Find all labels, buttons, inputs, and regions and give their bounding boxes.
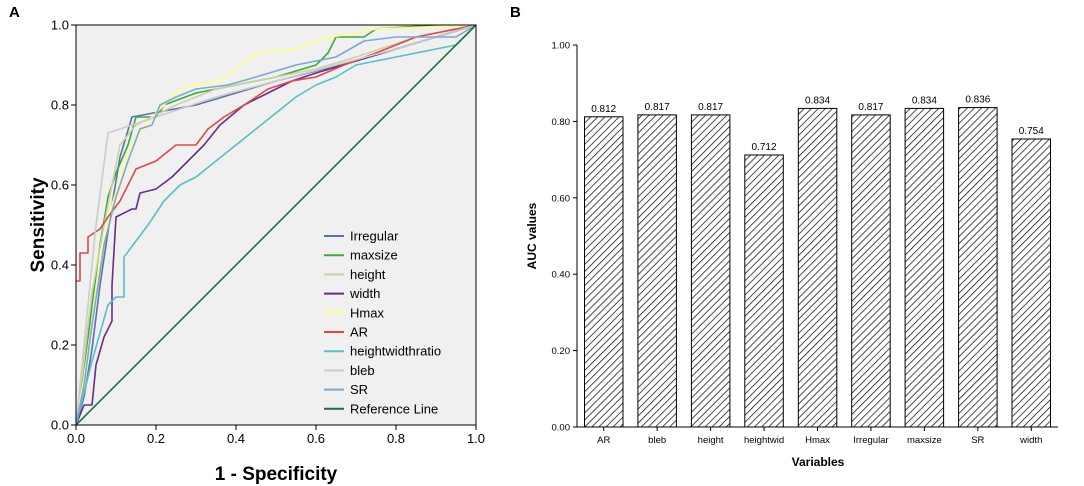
- auc-bar-height: [690, 114, 731, 428]
- auc-x-tick-label-bleb: bleb: [648, 435, 666, 446]
- auc-value-label-bleb: 0.817: [645, 102, 670, 113]
- roc-curve-hmax: [76, 25, 476, 425]
- roc-y-tick-label: 1.0: [51, 18, 69, 33]
- legend-label-width: width: [349, 286, 380, 301]
- auc-x-ticks: AR bleb height heightwid Hmax Irregular maxsiz…: [597, 427, 1042, 446]
- roc-curve-width: [76, 25, 476, 425]
- auc-y-tick-label: 0.00: [552, 423, 571, 434]
- roc-curve-ar: [76, 25, 476, 282]
- auc-x-axis-title: Variables: [792, 455, 845, 469]
- roc-y-tick-label: 0.4: [51, 258, 69, 273]
- roc-y-tick-label: 0.6: [51, 178, 69, 193]
- roc-legend: Irregular maxsize height width Hmax AR heightw…: [324, 229, 441, 416]
- auc-value-label-ar: 0.812: [591, 104, 616, 115]
- auc-bars: 0.812 0.817 0.817 0.712 0.834 0.817 0.834 0.836…: [584, 95, 1051, 428]
- roc-x-tick-label: 0.6: [307, 431, 325, 446]
- auc-value-label-width: 0.754: [1019, 126, 1044, 137]
- auc-x-tick-label-irregular: Irregular: [853, 435, 888, 446]
- auc-y-axis-title: AUC values: [525, 202, 539, 269]
- legend-label-bleb: bleb: [350, 363, 375, 378]
- auc-bar-ar: [584, 116, 624, 428]
- auc-value-label-maxsize: 0.834: [912, 95, 937, 106]
- auc-x-tick-label-width: width: [1019, 435, 1042, 446]
- roc-x-tick-label: 0.8: [387, 431, 405, 446]
- legend-label-height: height: [350, 267, 386, 282]
- roc-y-ticks: 0.0 0.2 0.4 0.6 0.8 1.0: [51, 18, 76, 433]
- auc-value-label-height: 0.817: [698, 102, 723, 113]
- auc-x-tick-label-hmax: Hmax: [805, 435, 830, 446]
- roc-y-axis-title: Sensitivity: [28, 177, 49, 272]
- auc-x-tick-label-sr: SR: [971, 435, 984, 446]
- auc-y-tick-label: 0.80: [552, 117, 571, 128]
- roc-x-tick-label: 0.0: [67, 431, 85, 446]
- roc-chart: 0.0 0.2 0.4 0.6 0.8 1.0 0.0 0.2 0.4 0.6 0.8 1.0 1 …: [28, 18, 485, 486]
- roc-curve-reference-line: [76, 25, 476, 425]
- auc-bar-bleb: [637, 114, 677, 428]
- auc-bar-heightwid: [744, 154, 784, 428]
- legend-label-heightwidthratio: heightwidthratio: [350, 344, 441, 359]
- auc-bar-maxsize: [904, 107, 945, 428]
- auc-y-tick-label: 0.40: [552, 270, 571, 281]
- auc-x-tick-label-ar: AR: [597, 435, 610, 446]
- roc-x-ticks: 0.0 0.2 0.4 0.6 0.8 1.0: [67, 425, 485, 446]
- auc-y-tick-label: 1.00: [552, 41, 571, 52]
- auc-value-label-irregular: 0.817: [858, 102, 883, 113]
- roc-curve-bleb: [76, 25, 476, 425]
- panel-b-letter: B: [510, 4, 521, 21]
- legend-label-sr: SR: [350, 382, 368, 397]
- legend-label-maxsize: maxsize: [350, 248, 398, 263]
- roc-x-axis-title: 1 - Specificity: [215, 464, 338, 485]
- legend-label-reference-line: Reference Line: [350, 401, 438, 416]
- roc-curve-heightwidthratio: [76, 25, 476, 425]
- auc-x-tick-label-height: height: [698, 435, 724, 446]
- auc-x-tick-label-maxsize: maxsize: [907, 435, 942, 446]
- auc-bar-chart: 0.812 0.817 0.817 0.712 0.834 0.817 0.834 0.836…: [525, 41, 1058, 469]
- roc-plot-frame: [75, 24, 477, 426]
- roc-y-tick-label: 0.8: [51, 98, 69, 113]
- auc-y-tick-label: 0.20: [552, 346, 571, 357]
- roc-y-tick-label: 0.0: [51, 418, 69, 433]
- auc-value-label-hmax: 0.834: [805, 95, 830, 106]
- auc-value-label-sr: 0.836: [965, 95, 990, 106]
- legend-label-ar: AR: [350, 325, 368, 340]
- auc-bar-sr: [958, 107, 998, 428]
- auc-y-tick-label: 0.60: [552, 193, 571, 204]
- auc-x-tick-label-heightwid: heightwid: [744, 435, 784, 446]
- roc-x-tick-label: 1.0: [467, 431, 485, 446]
- auc-bar-width: [1011, 138, 1051, 428]
- panel-a-letter: A: [9, 4, 20, 21]
- auc-bar-hmax: [797, 107, 838, 428]
- roc-curve-sr: [76, 25, 476, 425]
- legend-label-hmax: Hmax: [350, 305, 384, 320]
- auc-value-label-heightwid: 0.712: [752, 142, 777, 153]
- legend-label-irregular: Irregular: [350, 229, 399, 244]
- roc-curves: [76, 25, 476, 425]
- auc-bar-irregular: [851, 114, 891, 428]
- roc-x-tick-label: 0.2: [147, 431, 165, 446]
- auc-y-ticks: 0.00 0.20 0.40 0.60 0.80 1.00: [552, 41, 577, 434]
- roc-x-tick-label: 0.4: [227, 431, 245, 446]
- roc-y-tick-label: 0.2: [51, 338, 69, 353]
